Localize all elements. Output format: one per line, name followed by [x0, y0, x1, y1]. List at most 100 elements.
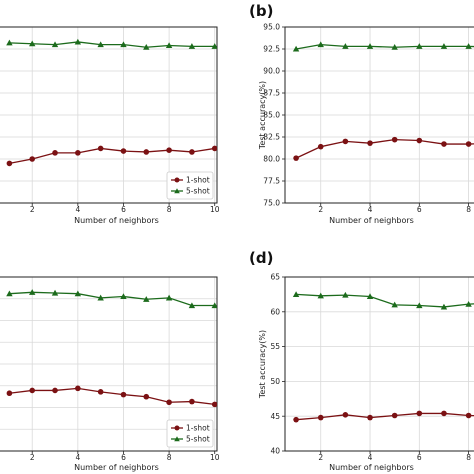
- series-layer: [292, 41, 474, 161]
- data-point-triangle: [74, 290, 82, 297]
- chart-panel-d: 2 4 6 8 40 45 50 55 60 65 Number of neighbors Test …: [249, 249, 474, 472]
- data-point-circle: [367, 414, 373, 421]
- x-tick-label: 4: [368, 205, 373, 214]
- data-point-circle: [6, 160, 13, 167]
- legend-label: 1-shot: [186, 176, 210, 185]
- series-line-one-shot: [9, 147, 215, 165]
- data-point-triangle: [29, 289, 36, 295]
- y-tick-label: 65: [270, 273, 280, 282]
- data-point-triangle: [416, 302, 423, 309]
- legend-marker-circle: [174, 177, 180, 183]
- data-point-triangle: [51, 41, 59, 48]
- x-tick-label: 2: [30, 453, 35, 462]
- x-tick-label: 4: [368, 453, 373, 462]
- data-point-triangle: [317, 41, 324, 48]
- y-tick-label: 92.5: [263, 45, 280, 54]
- y-tick-label: 55: [270, 342, 280, 351]
- x-tick-label: 8: [167, 205, 172, 214]
- data-point-circle: [391, 412, 398, 419]
- y-tick-label: 90.0: [263, 67, 280, 76]
- data-point-circle: [189, 149, 195, 155]
- data-point-triangle: [165, 42, 173, 49]
- x-tick-label: 10: [210, 205, 220, 214]
- data-point-triangle: [391, 44, 398, 50]
- data-point-circle: [143, 393, 150, 400]
- data-point-circle: [52, 387, 58, 394]
- y-tick-label: 80.0: [263, 155, 280, 164]
- data-point-circle: [29, 156, 36, 162]
- data-point-circle: [317, 414, 324, 421]
- data-point-triangle: [143, 296, 150, 302]
- x-tick-label: 8: [466, 453, 471, 462]
- data-point-circle: [97, 389, 104, 395]
- data-point-triangle: [29, 40, 36, 47]
- x-tick-label: 6: [121, 453, 126, 462]
- x-tick-label: 8: [167, 453, 172, 462]
- chart-panel-b: 2 4 6 8 75.0 77.5 80.0 82.5 85.0 87.5 90.0 92.5 95.0…: [249, 2, 474, 225]
- data-point-circle: [317, 143, 324, 150]
- data-point-circle: [52, 150, 58, 156]
- data-point-triangle: [342, 291, 349, 298]
- x-tick-label: 6: [417, 453, 422, 462]
- y-tick-label: 85.0: [263, 111, 280, 120]
- y-tick-label: 87.5: [263, 89, 280, 98]
- data-point-circle: [120, 391, 127, 398]
- data-point-circle: [465, 141, 472, 147]
- plot-frame: [0, 276, 218, 452]
- data-point-triangle: [143, 44, 150, 50]
- data-point-triangle: [342, 43, 349, 49]
- chart-panel-c: 2 4 6 8 10 Number of neighbors 1-shot 5-shot: [0, 276, 220, 472]
- data-point-triangle: [6, 39, 13, 46]
- data-point-circle: [6, 390, 13, 397]
- data-point-circle: [441, 141, 447, 147]
- y-tick-label: 45: [270, 412, 280, 421]
- series-layer: [6, 38, 217, 167]
- series-layer: [292, 291, 474, 423]
- x-tick-label: 4: [75, 453, 80, 462]
- data-point-circle: [75, 150, 81, 156]
- y-tick-label: 77.5: [263, 177, 280, 186]
- data-point-circle: [342, 412, 349, 418]
- y-axis-label: Test accuracy(%): [258, 81, 267, 150]
- data-point-circle: [29, 387, 36, 394]
- x-tick-label: 6: [417, 205, 422, 214]
- legend-label: 5-shot: [186, 187, 210, 196]
- plot-frame: [0, 26, 218, 204]
- y-tick-label: 40: [270, 447, 280, 456]
- data-point-circle: [465, 412, 472, 419]
- data-point-circle: [211, 145, 217, 152]
- data-point-triangle: [120, 41, 127, 48]
- plot-frame: [284, 276, 474, 452]
- data-point-triangle: [6, 290, 13, 297]
- data-point-triangle: [440, 303, 448, 310]
- data-point-triangle: [366, 293, 374, 300]
- x-axis-label: Number of neighbors: [74, 463, 159, 472]
- data-point-circle: [342, 138, 349, 145]
- data-point-triangle: [97, 294, 104, 301]
- data-point-triangle: [366, 43, 374, 49]
- x-tick-label: 2: [30, 205, 35, 214]
- data-point-triangle: [391, 301, 398, 308]
- legend: 1-shot 5-shot: [166, 419, 214, 448]
- x-axis-label: Number of neighbors: [329, 463, 414, 472]
- x-axis-label: Number of neighbors: [74, 216, 159, 225]
- x-tick-label: 6: [121, 205, 126, 214]
- data-point-triangle: [211, 43, 217, 49]
- data-point-circle: [391, 136, 398, 143]
- data-point-circle: [293, 155, 299, 161]
- legend-marker-circle: [174, 425, 180, 431]
- data-point-circle: [189, 398, 195, 405]
- data-point-triangle: [120, 293, 127, 300]
- data-point-circle: [75, 385, 81, 392]
- y-tick-label: 60: [270, 307, 280, 316]
- data-point-circle: [211, 401, 217, 408]
- data-point-circle: [416, 137, 423, 144]
- data-point-circle: [166, 147, 172, 153]
- data-point-triangle: [74, 38, 82, 45]
- x-tick-label: 4: [75, 205, 80, 214]
- data-point-triangle: [51, 289, 59, 296]
- data-point-triangle: [188, 302, 196, 309]
- data-point-triangle: [292, 45, 300, 52]
- legend-label: 1-shot: [186, 424, 210, 433]
